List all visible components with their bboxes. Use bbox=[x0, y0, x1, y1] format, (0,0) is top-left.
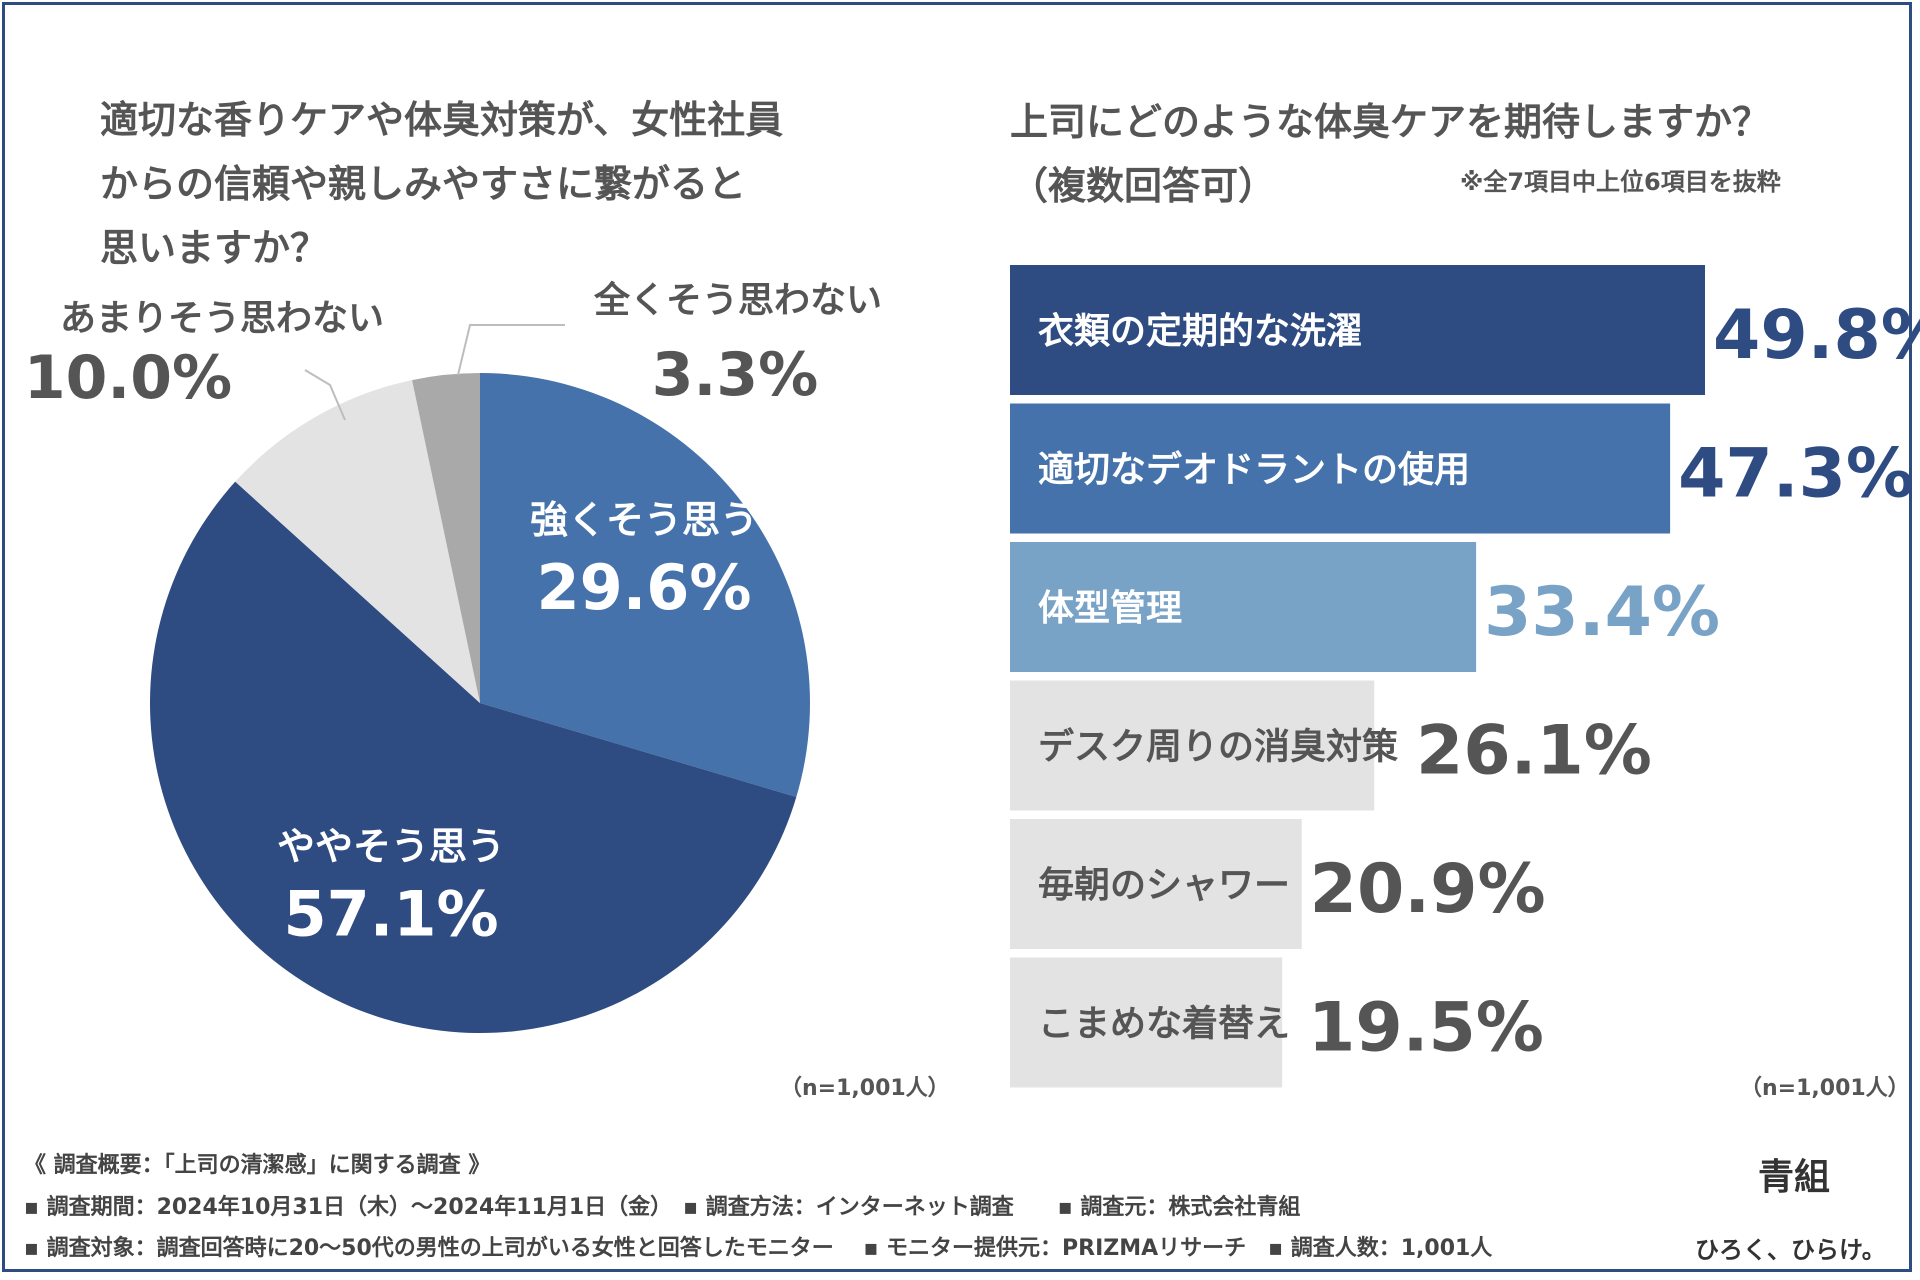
bar-value-body-shape: 33.4% bbox=[1484, 573, 1720, 652]
pie-title-line-1: 適切な香りケアや体臭対策が、女性社員 bbox=[100, 98, 784, 142]
bar-value-deodorant: 47.3% bbox=[1678, 435, 1914, 514]
bar-label-desk-deodorizing: デスク周りの消臭対策 bbox=[1038, 726, 1398, 768]
pie-value-strongly-agree: 29.6% bbox=[536, 551, 751, 624]
bar-body-shape bbox=[1010, 542, 1477, 672]
bar-label-morning-shower: 毎朝のシャワー bbox=[1038, 865, 1290, 906]
pie-value-strongly-disagree: 3.3% bbox=[652, 340, 818, 410]
bar-value-frequent-changing: 19.5% bbox=[1308, 989, 1544, 1068]
bar-value-laundry: 49.8% bbox=[1713, 296, 1920, 375]
survey-summary-line-2: ▪ 調査対象：調査回答時に20〜50代の男性の上司がいる女性と回答したモニター … bbox=[24, 1236, 1493, 1261]
bar-laundry bbox=[1010, 265, 1705, 395]
bar-label-deodorant: 適切なデオドラントの使用 bbox=[1038, 449, 1470, 491]
brand-logo: 青組 bbox=[1758, 1157, 1831, 1198]
bar-note: ※全7項目中上位6項目を抜粋 bbox=[1460, 168, 1781, 196]
pie-title-line-3: 思いますか？ bbox=[100, 226, 329, 270]
pie-sample-size: （n=1,001人） bbox=[780, 1076, 950, 1101]
pie-slice-somewhat-disagree bbox=[235, 380, 480, 703]
pie-slice-somewhat-agree bbox=[149, 481, 797, 1033]
bar-deodorant bbox=[1010, 403, 1671, 534]
pie-title: 適切な香りケアや体臭対策が、女性社員 からの信頼や親しみやすさに繋がると 思いま… bbox=[100, 88, 880, 280]
pie-label-strongly-disagree: 全くそう思わない bbox=[593, 279, 882, 321]
pie-slice-strongly-disagree bbox=[412, 373, 480, 703]
brand-slogan: ひろく、ひらけ。 bbox=[1695, 1236, 1886, 1264]
pie-label-somewhat-agree: ややそう思う bbox=[277, 825, 505, 869]
bar-title-sub: （複数回答可） bbox=[1010, 164, 1277, 208]
survey-summary-line-1: ▪ 調査期間：2024年10月31日（木）〜2024年11月1日（金） ▪ 調査… bbox=[24, 1195, 1301, 1220]
bar-title: 上司にどのような体臭ケアを期待しますか？ （複数回答可） bbox=[1010, 90, 1890, 218]
pie-label-strongly-agree: 強くそう思う bbox=[530, 498, 758, 542]
pie-title-line-2: からの信頼や親しみやすさに繋がると bbox=[100, 162, 747, 206]
survey-summary-heading: 《 調査概要：「上司の清潔感」に関する調査 》 bbox=[24, 1153, 491, 1178]
bar-value-desk-deodorizing: 26.1% bbox=[1416, 712, 1652, 791]
bar-sample-size: （n=1,001人） bbox=[1740, 1076, 1910, 1101]
bar-value-morning-shower: 20.9% bbox=[1310, 850, 1546, 929]
pie-value-somewhat-disagree: 10.0% bbox=[24, 343, 232, 413]
bar-morning-shower bbox=[1010, 819, 1302, 949]
pie-label-somewhat-disagree: あまりそう思わない bbox=[60, 298, 384, 339]
bar-frequent-changing bbox=[1010, 957, 1283, 1088]
bar-title-main: 上司にどのような体臭ケアを期待しますか？ bbox=[1010, 100, 1771, 144]
pie-leader-line-strongly-disagree bbox=[457, 324, 565, 376]
pie-value-somewhat-agree: 57.1% bbox=[284, 878, 499, 951]
bar-chart: 衣類の定期的な洗濯 49.8% 適切なデオドラントの使用 47.3% 体型管理 33.4%… bbox=[1010, 265, 1920, 1088]
bar-label-frequent-changing: こまめな着替え bbox=[1038, 1004, 1290, 1045]
pie-slice-strongly-agree bbox=[480, 373, 810, 798]
bar-label-laundry: 衣類の定期的な洗濯 bbox=[1038, 311, 1362, 352]
bar-desk-deodorizing bbox=[1010, 680, 1375, 811]
bar-label-body-shape: 体型管理 bbox=[1038, 588, 1182, 629]
pie-leader-line-somewhat-disagree bbox=[304, 369, 346, 421]
